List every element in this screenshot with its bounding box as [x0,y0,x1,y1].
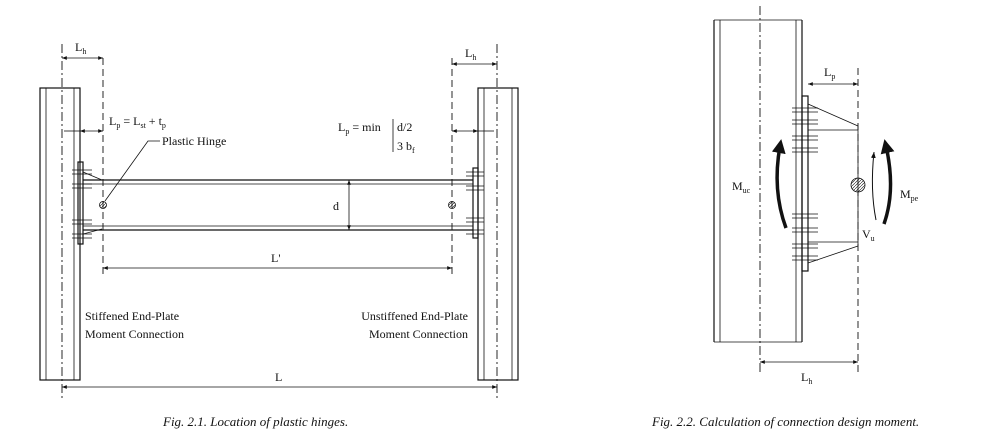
muc-label: Muc [732,179,751,195]
mpe-arrow [880,139,895,225]
d-label: d [333,199,339,213]
fig1-caption: Fig. 2.1. Location of plastic hinges. [162,414,348,429]
muc-arrow [771,139,788,229]
stiffened-label-line1: Stiffened End-Plate [85,309,179,323]
vu-label: Vu [862,227,875,243]
lp-right-option-2: 3 bf [397,139,415,155]
left-column [39,44,81,400]
lp-right-option-1: d/2 [397,120,412,134]
mpe-label: Mpe [900,187,919,203]
beam [83,179,473,231]
plastic-hinge-symbol [850,177,866,193]
lp-label: Lp [824,65,835,81]
fig2-caption: Fig. 2.2. Calculation of connection desi… [651,414,919,429]
lprime-label: L' [271,251,281,265]
vu-arrow [870,151,877,221]
lp-left-formula: Lp = Lst + tp [109,114,166,130]
plastic-hinge-label: Plastic Hinge [162,134,226,148]
unstiffened-label-line2: Moment Connection [369,327,468,341]
lh-left-label: Lh [75,40,86,56]
unstiffened-label-line1: Unstiffened End-Plate [361,309,468,323]
l-label: L [275,370,282,384]
left-end-plate [72,161,103,245]
stiffened-label-line2: Moment Connection [85,327,184,341]
lp-right-formula: Lp = min [338,120,381,136]
plastic-hinge-leader [104,140,160,202]
lh-label: Lh [801,370,812,386]
column [713,6,803,372]
figure-2-2: Lp Muc Mpe Vu Lh Fig. 2.2. Calculation o… [651,6,919,429]
right-end-plate [466,167,484,239]
lh-right-label: Lh [465,46,476,62]
figure-2-1: Lh Lh Lp = Lst + tp Plastic Hinge Lp = m… [39,40,519,429]
end-plate [792,95,859,272]
